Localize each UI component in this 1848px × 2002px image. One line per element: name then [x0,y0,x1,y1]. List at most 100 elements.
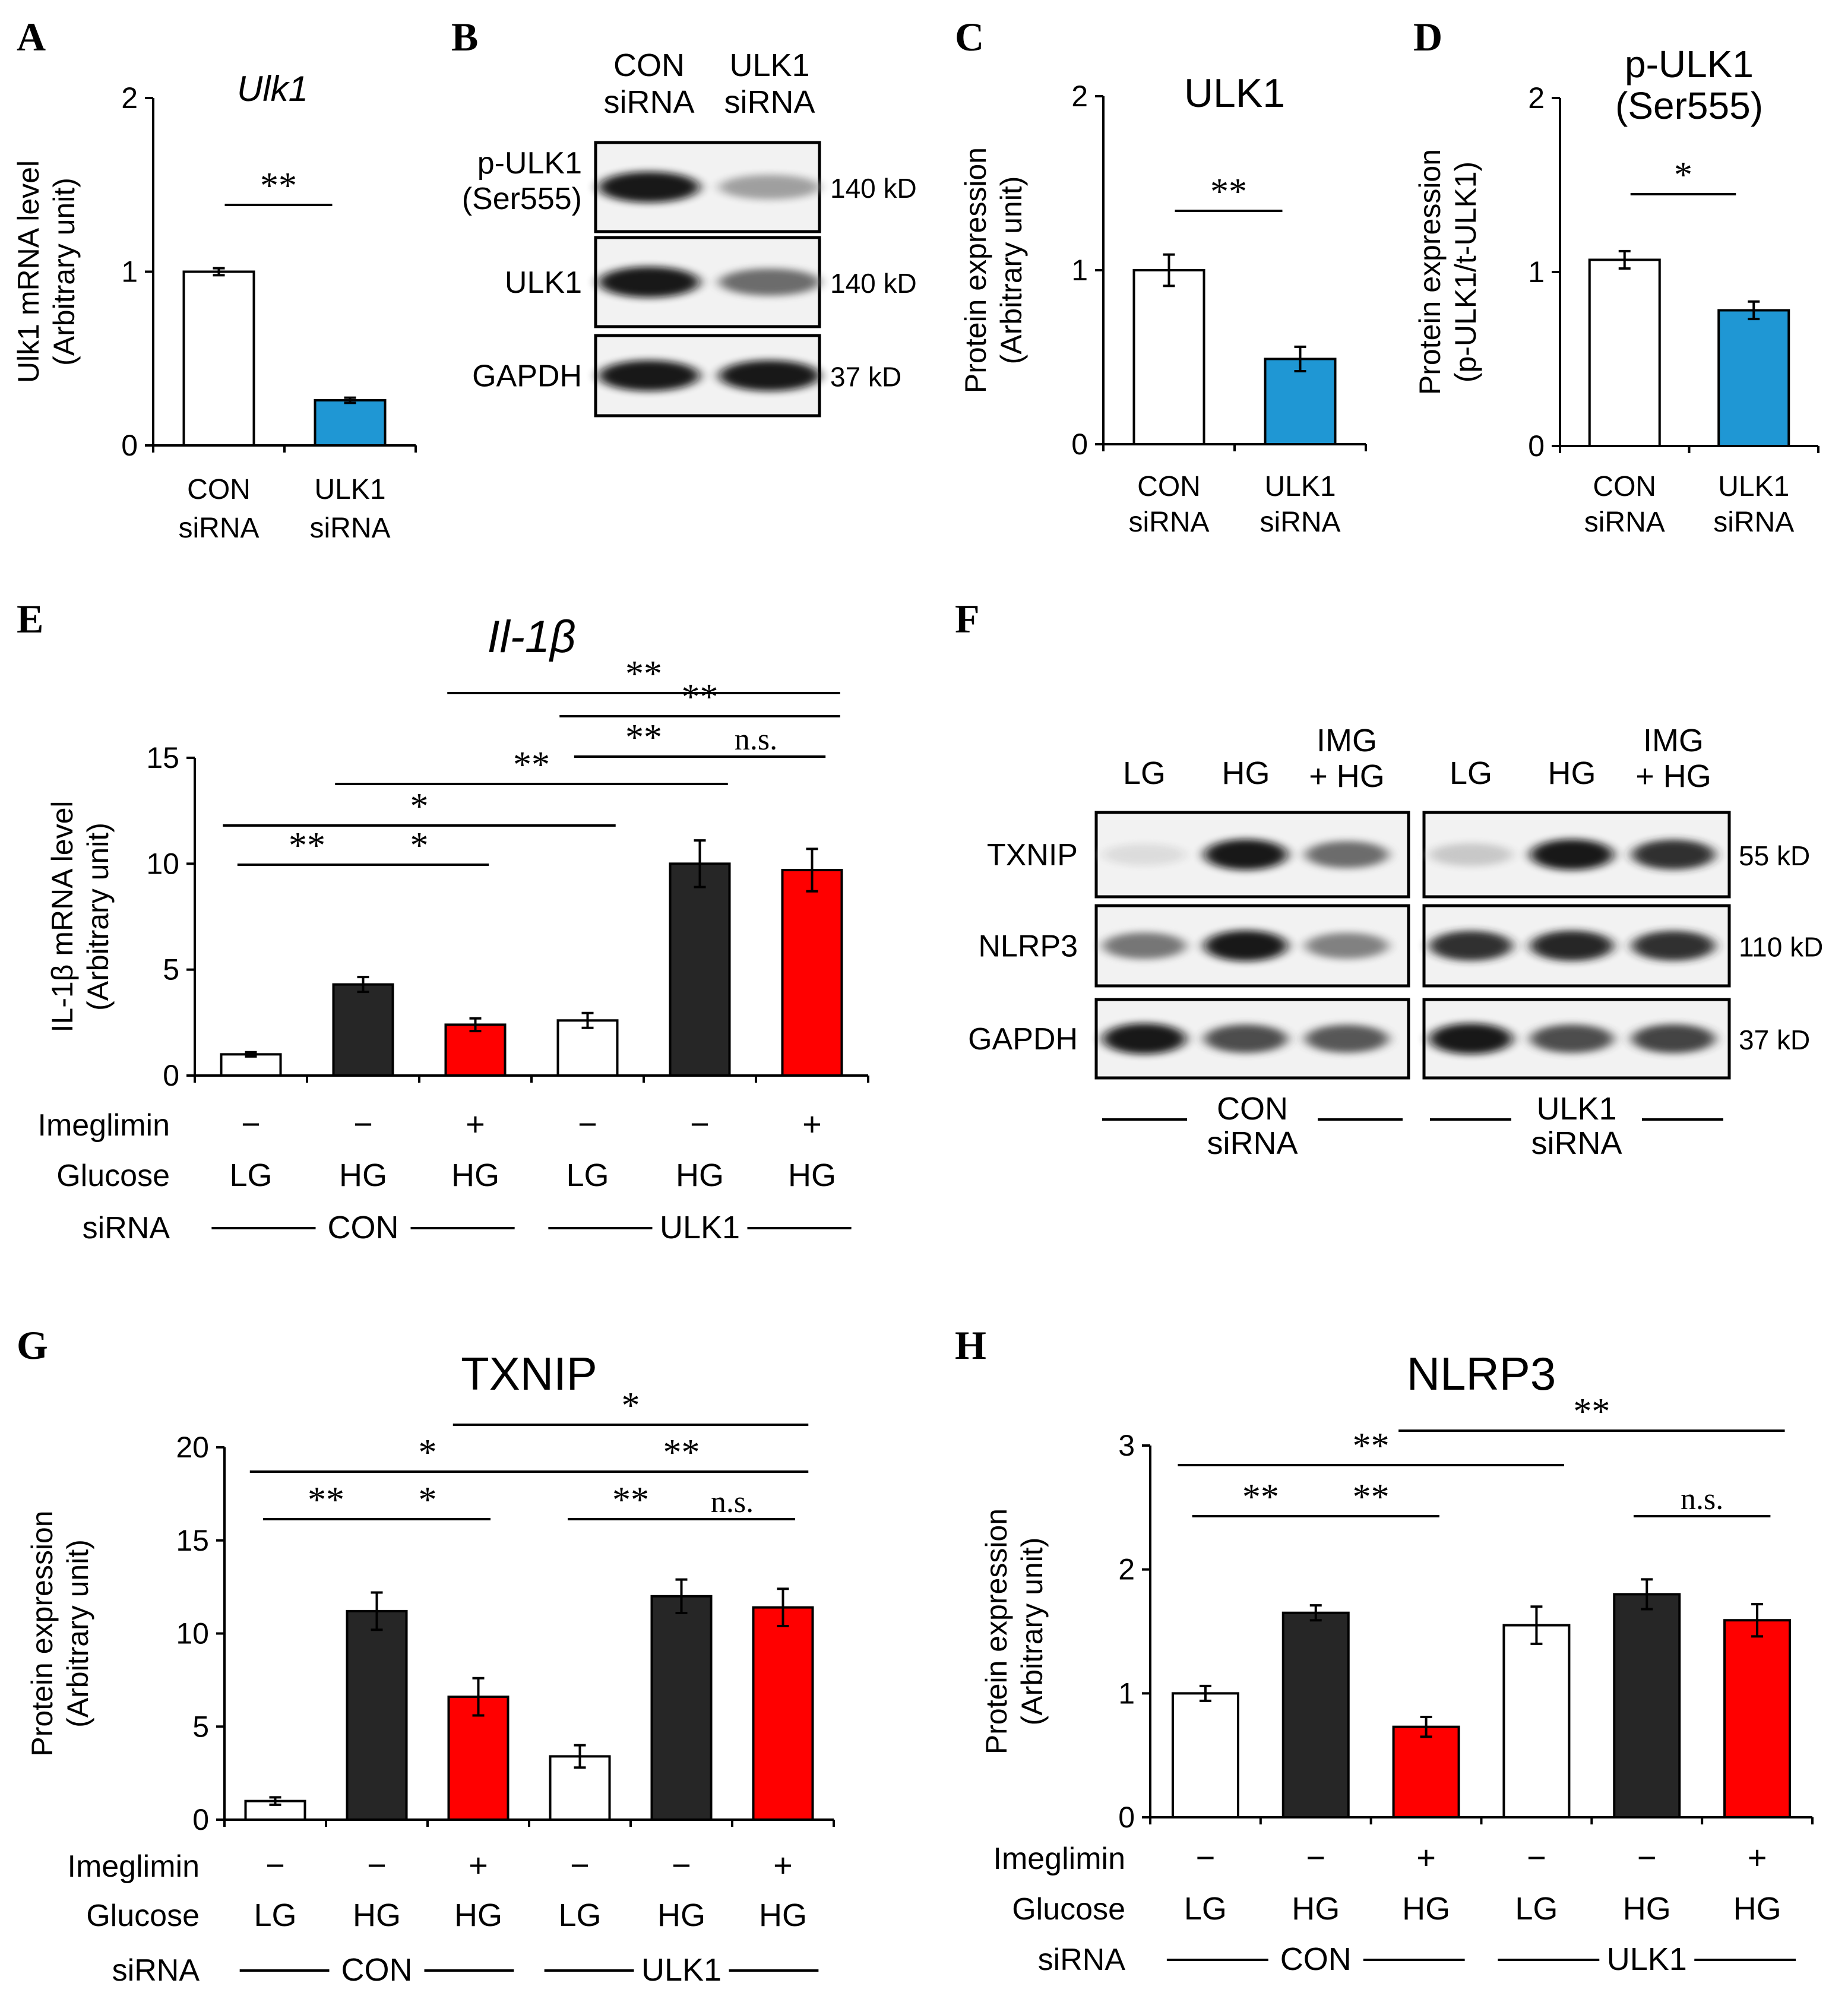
sirna-group-label: CON [1280,1941,1352,1977]
row-label-imeglimin: Imeglimin [68,1849,200,1884]
y-tick-label: 5 [163,953,179,986]
blot-band [1632,839,1715,870]
y-tick-label: 0 [192,1803,209,1836]
y-axis-label: IL-1β mRNA level [46,801,79,1033]
imeglimin-value: + [1416,1839,1436,1876]
bar [1613,1593,1681,1818]
significance-label: ** [1210,172,1247,212]
y-tick-label: 0 [1118,1801,1135,1834]
y-tick-label: 15 [146,741,179,774]
imeglimin-value: − [1306,1839,1325,1876]
glucose-value: HG [451,1157,499,1193]
blot-size-label: 37 kD [1739,1024,1810,1055]
glucose-value: HG [1402,1891,1450,1927]
blot-band [1204,930,1287,962]
lane-label: LG [1123,755,1166,791]
glucose-value: HG [676,1157,724,1193]
category-label: siRNA [1584,507,1665,538]
category-label: CON [1137,471,1201,502]
blot-band [1530,930,1613,962]
significance-label: ** [1573,1391,1610,1432]
y-tick-label: 20 [176,1431,209,1464]
category-label: ULK1 [314,474,385,505]
chart-title: p-ULK1 [1625,43,1754,86]
group-label: ULK1 [1536,1091,1616,1127]
sirna-group-label: CON [328,1210,399,1245]
imeglimin-value: − [570,1846,590,1884]
bar [781,869,843,1077]
y-tick-label: 1 [121,255,138,289]
bar [1392,1725,1460,1818]
bar [1264,358,1337,445]
significance-label: ** [513,745,550,785]
significance-label: * [410,826,429,866]
y-tick-label: 2 [1071,80,1088,113]
panel-letter: B [451,14,478,59]
imeglimin-value: + [466,1105,485,1143]
lane-label: siRNA [724,84,815,120]
glucose-value: HG [1733,1891,1781,1927]
bar [1502,1624,1571,1818]
y-axis-label: Protein expression [26,1510,59,1756]
chart-title: Il-1β [488,612,576,662]
blot-band [719,268,820,296]
y-tick-label: 0 [163,1059,179,1092]
glucose-value: HG [759,1897,807,1933]
y-tick-label: 5 [192,1710,209,1743]
significance-label: n.s. [735,723,777,757]
chart-title: NLRP3 [1407,1348,1556,1400]
glucose-value: HG [1292,1891,1340,1927]
bar [1717,309,1790,448]
y-axis-label: Protein expression [980,1508,1013,1754]
bar [314,398,387,447]
glucose-value: LG [254,1897,296,1933]
lane-label: ULK1 [729,48,809,83]
row-label-sirna: siRNA [112,1953,200,1988]
glucose-value: HG [454,1897,502,1933]
bar [650,1595,713,1821]
imeglimin-value: − [690,1105,710,1143]
y-axis-label: (Arbitrary unit) [81,823,115,1011]
y-axis-label: (Arbitrary unit) [995,176,1028,365]
y-tick-label: 0 [121,429,138,462]
category-label: CON [187,474,251,505]
panel-letter: A [17,14,46,59]
glucose-value: HG [657,1897,705,1933]
category-label: siRNA [178,513,259,544]
blot-row-label: NLRP3 [978,929,1078,964]
blot-band [599,267,700,298]
row-label-glucose: Glucose [86,1899,200,1933]
imeglimin-value: − [367,1846,387,1884]
y-tick-label: 0 [1071,428,1088,461]
group-label: siRNA [1207,1125,1298,1161]
chart-panel-h: H NLRP3 0 1 2 3 Protein expression (Arbitrary u… [955,1323,1814,1977]
blot-band [1204,839,1287,870]
sirna-group-label: ULK1 [660,1210,740,1245]
chart-title: ULK1 [1184,71,1285,116]
chart-title: (Ser555) [1615,84,1763,127]
significance-label: ** [625,717,662,758]
y-axis-label: (p-ULK1/t-ULK1) [1449,162,1482,382]
bar [1723,1619,1792,1818]
sirna-group-label: CON [341,1952,413,1988]
category-label: siRNA [1260,507,1340,538]
blot-size-label: 140 kD [830,173,917,204]
bar [182,270,255,447]
imeglimin-value: + [469,1846,488,1884]
chart-title: TXNIP [461,1348,597,1400]
chart-panel-c: C ULK1 0 1 2 Protein expression (Arbitrary uni… [955,14,1367,538]
row-label-imeglimin: Imeglimin [38,1108,170,1143]
significance-label: n.s. [711,1485,754,1519]
y-axis-label: (Arbitrary unit) [61,1539,94,1728]
significance-label: ** [1353,1477,1390,1517]
panel-letter: C [955,14,984,59]
y-axis-label: Protein expression [959,147,992,393]
lane-label: + HG [1635,758,1711,794]
row-label-sirna: siRNA [1038,1943,1126,1977]
sirna-group-label: ULK1 [641,1952,722,1988]
blot-row-label: (Ser555) [462,182,582,216]
significance-label: ** [612,1480,649,1520]
y-tick-label: 1 [1118,1677,1135,1710]
imeglimin-value: − [1637,1839,1657,1876]
